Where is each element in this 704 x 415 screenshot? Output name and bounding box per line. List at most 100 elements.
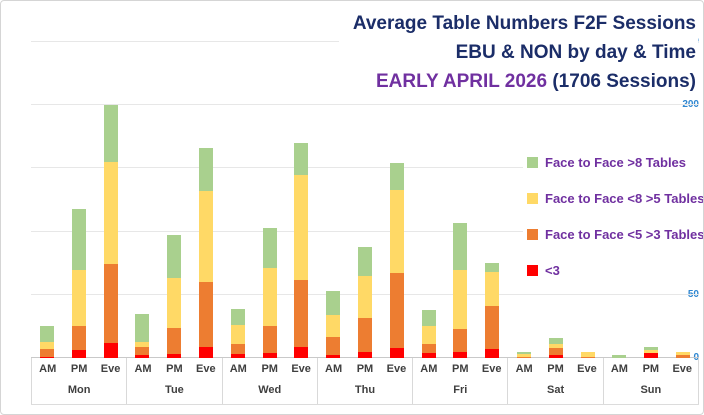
bar-segment <box>326 291 341 316</box>
bar-segment <box>39 349 54 357</box>
legend-item: Face to Face <5 >3 Tables <box>523 225 703 244</box>
bar-segment <box>548 347 563 356</box>
bar-segment <box>676 351 691 356</box>
bar-segment <box>580 356 595 358</box>
bar-slot <box>285 42 317 358</box>
bar-segment <box>389 163 404 190</box>
stacked-bar-mon-am <box>39 326 54 358</box>
stacked-bar-tue-pm <box>167 235 182 358</box>
stacked-bar-tue-eve <box>198 148 213 358</box>
time-label: AM <box>134 363 152 375</box>
stacked-bar-thu-eve <box>389 163 404 358</box>
bar-segment <box>453 328 468 352</box>
bar-segment <box>612 355 627 358</box>
axis-group-thu: AM PM Eve Thu <box>316 358 412 404</box>
stacked-bar-sat-eve <box>580 351 595 358</box>
bar-segment <box>294 174 309 280</box>
bar-segment <box>644 350 659 353</box>
bar-segment <box>389 189 404 274</box>
bar-segment <box>135 341 150 347</box>
bar-segment <box>676 355 691 358</box>
bar-segment <box>357 275 372 318</box>
bar-segment <box>167 278 182 328</box>
legend-swatch-icon <box>527 265 538 276</box>
stacked-bar-wed-pm <box>262 227 277 358</box>
bar-segment <box>262 326 277 353</box>
legend-swatch-icon <box>527 229 538 240</box>
bar-segment <box>389 273 404 348</box>
stacked-bar-thu-pm <box>357 246 372 358</box>
legend-swatch-icon <box>527 157 538 168</box>
bar-segment <box>548 355 563 358</box>
bar-segment <box>357 317 372 352</box>
bar-segment <box>262 352 277 358</box>
bar-segment <box>453 269 468 329</box>
time-labels-row: AM PM Eve <box>413 358 507 382</box>
plot-area <box>31 41 699 358</box>
time-label: AM <box>325 363 343 375</box>
bar-segment <box>198 346 213 358</box>
bar-group-wed <box>222 42 317 358</box>
bar-groups <box>31 42 699 358</box>
bar-slot <box>413 42 445 358</box>
bar-segment <box>262 227 277 269</box>
bar-segment <box>103 342 118 358</box>
bar-slot <box>31 42 63 358</box>
bar-segment <box>580 351 595 357</box>
bar-segment <box>230 325 245 345</box>
bar-segment <box>230 308 245 326</box>
bar-segment <box>198 191 213 283</box>
legend-label: Face to Face >8 Tables <box>545 155 687 170</box>
gridline <box>31 104 699 106</box>
axis-group-mon: AM PM Eve Mon <box>31 358 126 404</box>
chart-title-line2: EBU & NON by day & Time <box>455 42 696 63</box>
bar-segment <box>262 268 277 327</box>
stacked-bar-fri-pm <box>453 222 468 358</box>
time-labels-row: AM PM Eve <box>508 358 602 382</box>
stacked-bar-tue-am <box>135 313 150 358</box>
bar-segment <box>135 346 150 356</box>
legend-item: Face to Face >8 Tables <box>523 153 703 172</box>
bar-slot <box>254 42 286 358</box>
legend-label: Face to Face <8 >5 Tables <box>545 191 704 206</box>
bar-segment <box>294 279 309 347</box>
time-label: PM <box>642 363 660 375</box>
bar-segment <box>326 315 341 337</box>
stacked-bar-sat-pm <box>548 337 563 358</box>
time-label: Eve <box>672 363 693 375</box>
time-label: Eve <box>577 363 597 375</box>
bar-segment <box>485 272 500 307</box>
stacked-bar-fri-eve <box>485 263 500 358</box>
bar-slot <box>476 42 508 358</box>
legend-label: <3 <box>545 263 560 278</box>
axis-group-tue: AM PM Eve Tue <box>126 358 221 404</box>
bar-segment <box>167 354 182 358</box>
time-label: AM <box>515 363 533 375</box>
bar-segment <box>230 344 245 355</box>
day-label: Thu <box>354 384 376 396</box>
time-label: AM <box>420 363 438 375</box>
bar-segment <box>485 306 500 350</box>
time-labels-row: AM PM Eve <box>127 358 221 382</box>
chart-title-line3: EARLY APRIL 2026 (1706 Sessions) <box>353 67 696 96</box>
bar-group-tue <box>126 42 221 358</box>
legend: Face to Face >8 Tables Face to Face <8 >5… <box>523 153 704 280</box>
chart-title-sessions: (1706 Sessions) <box>547 71 696 92</box>
axis-group-wed: AM PM Eve Wed <box>221 358 317 404</box>
bar-segment <box>357 246 372 276</box>
time-label: PM <box>356 363 374 375</box>
stacked-bar-sat-am <box>517 351 532 358</box>
bar-slot <box>667 42 699 358</box>
day-label: Wed <box>258 384 282 396</box>
bar-slot <box>540 42 572 358</box>
legend-item: <3 <box>523 261 703 280</box>
time-label: Eve <box>196 363 216 375</box>
bar-segment <box>39 326 54 342</box>
time-label: PM <box>166 363 183 375</box>
bar-group-sat <box>508 42 603 358</box>
legend-item: Face to Face <8 >5 Tables <box>523 189 704 208</box>
bar-segment <box>644 352 659 358</box>
stacked-bar-mon-eve <box>103 105 118 358</box>
bar-segment <box>548 337 563 345</box>
time-label: Eve <box>100 363 121 375</box>
